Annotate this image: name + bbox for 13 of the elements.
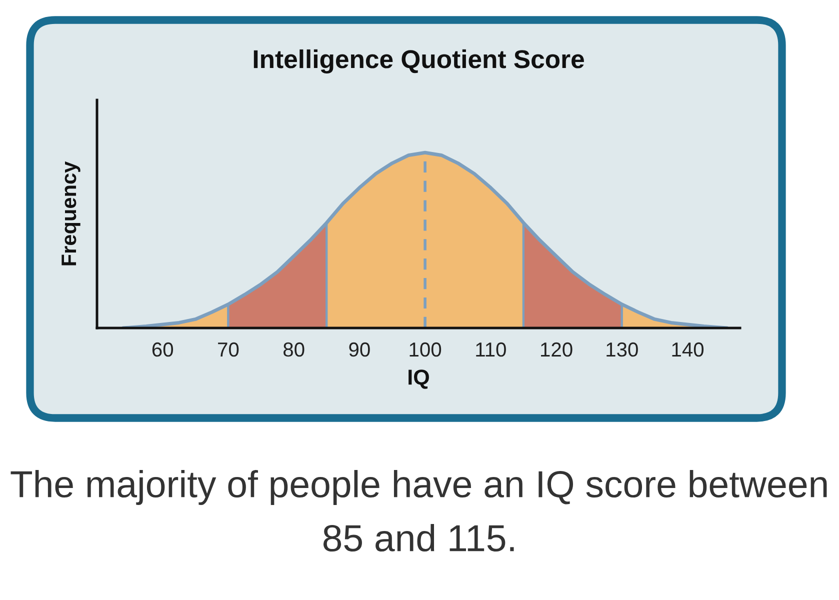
text: The majority of people have an IQ score between 85 and 115.: [10, 470, 827, 552]
chart-title: Intelligence Quotient Score: [254, 49, 584, 74]
x-tick-label: 80: [284, 342, 304, 357]
x-tick-label: 130: [606, 342, 638, 357]
x-tick-label: 140: [672, 342, 704, 357]
x-axis-title: IQ: [408, 370, 429, 389]
x-tick-label: 120: [541, 342, 572, 357]
x-tick-label: 110: [476, 342, 506, 357]
x-tick-label: 60: [152, 342, 174, 357]
x-tick-label: 90: [349, 342, 370, 357]
x-tick-label: 100: [410, 342, 442, 357]
x-tick-label: 70: [218, 342, 239, 357]
y-axis-title: Frequency: [62, 161, 80, 266]
